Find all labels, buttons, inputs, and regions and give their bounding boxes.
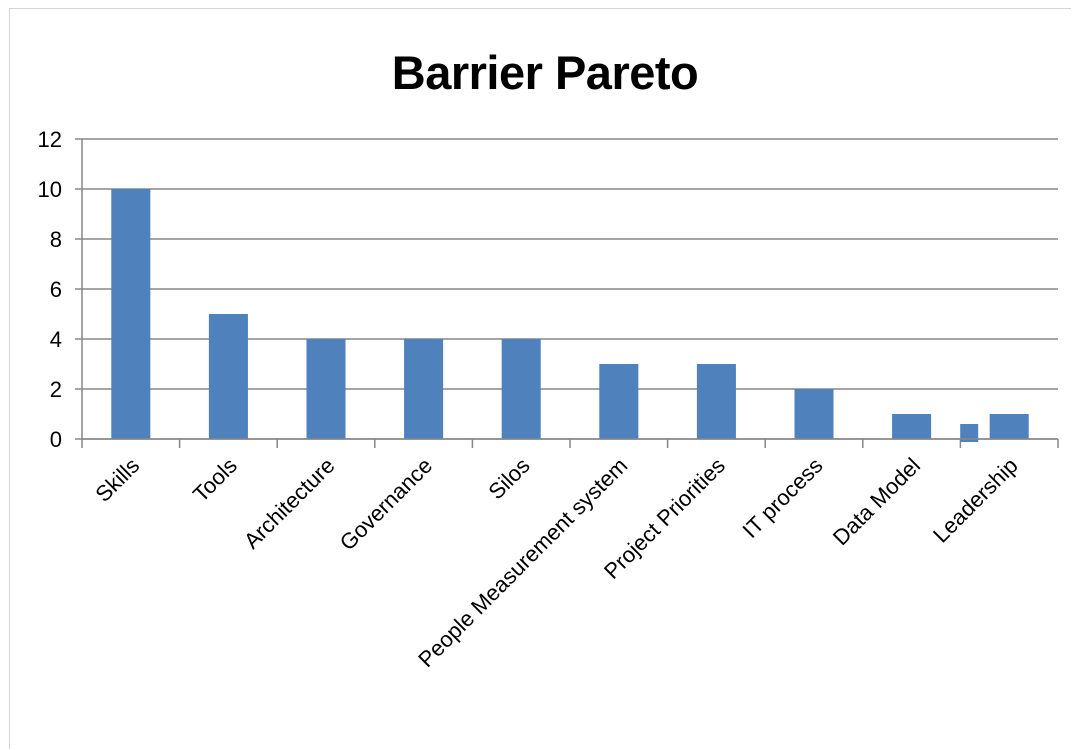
x-tick-label: People Measurement system	[413, 453, 632, 672]
y-tick-label: 6	[50, 277, 62, 302]
x-tick-label: Silos	[483, 453, 534, 504]
bar-extra-leadership	[960, 424, 979, 442]
bar-people-measurement-system	[599, 364, 639, 439]
x-tick-label: Tools	[188, 453, 242, 507]
x-tick-label: Skills	[90, 453, 144, 507]
x-tick-label: IT process	[738, 453, 828, 543]
x-tick-label: Governance	[335, 453, 437, 555]
bar-project-priorities	[696, 364, 736, 439]
x-tick-label: Data Model	[828, 453, 925, 550]
bar-it-process	[794, 389, 834, 439]
bar-skills	[111, 189, 151, 439]
chart-title: Barrier Pareto	[391, 46, 699, 99]
bar-tools	[208, 314, 248, 439]
y-tick-label: 0	[50, 427, 62, 452]
y-tick-label: 8	[50, 227, 62, 252]
y-tick-label: 2	[50, 377, 62, 402]
bar-leadership	[989, 414, 1029, 439]
bar-silos	[501, 339, 541, 439]
y-tick-label: 12	[38, 127, 62, 152]
y-tick-label: 4	[50, 327, 62, 352]
x-tick-label: Architecture	[239, 453, 340, 554]
bar-architecture	[306, 339, 346, 439]
x-tick-label: Leadership	[928, 453, 1023, 548]
y-tick-label: 10	[38, 177, 62, 202]
bar-governance	[404, 339, 444, 439]
bar-data-model	[892, 414, 932, 439]
